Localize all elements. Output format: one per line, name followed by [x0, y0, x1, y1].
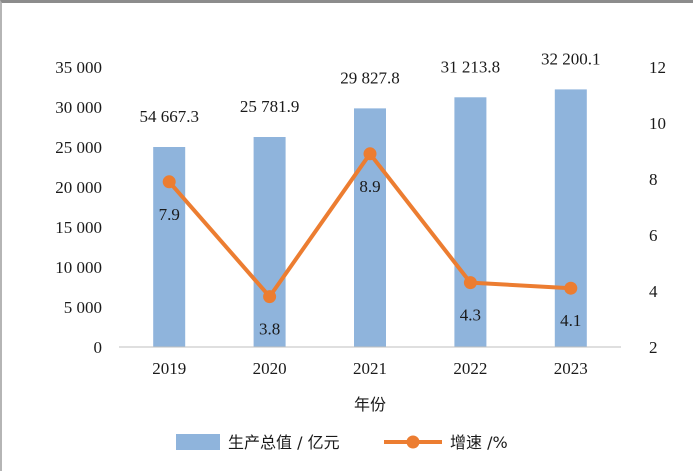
bar-2020 [253, 137, 286, 347]
growth-data-label: 3.8 [259, 320, 280, 339]
y-right-tick-label: 2 [649, 338, 658, 357]
growth-data-label: 4.3 [460, 306, 481, 325]
bar-data-label: 29 827.8 [340, 68, 400, 87]
x-tick-label: 2019 [152, 359, 186, 378]
bar-2023 [554, 89, 587, 347]
growth-point-2019 [162, 175, 176, 189]
legend-bar-label: 生产总值 / 亿元 [228, 433, 340, 452]
growth-data-label: 4.1 [560, 311, 581, 330]
y-left-tick-label: 10 000 [55, 258, 102, 277]
growth-point-2020 [263, 290, 277, 304]
bar-2022 [454, 97, 487, 347]
y-right-tick-label: 10 [649, 114, 666, 133]
x-tick-label: 2020 [253, 359, 287, 378]
y-left-tick-label: 0 [94, 338, 103, 357]
y-left-tick-label: 30 000 [55, 98, 102, 117]
bar-2021 [354, 108, 386, 348]
legend-line-label: 增速 /% [450, 433, 508, 452]
y-left-tick-label: 25 000 [55, 138, 102, 157]
bar-data-label: 54 667.3 [139, 107, 199, 126]
growth-point-2022 [463, 276, 477, 290]
x-tick-label: 2023 [554, 359, 588, 378]
growth-point-2021 [363, 147, 377, 161]
y-right-tick-label: 12 [649, 58, 666, 77]
y-right-tick-label: 8 [649, 170, 658, 189]
y-left-tick-label: 5 000 [64, 298, 102, 317]
legend-line-marker [406, 435, 420, 449]
legend-bar-swatch [176, 434, 220, 450]
y-left-tick-label: 20 000 [55, 178, 102, 197]
x-axis-title: 年份 [354, 395, 386, 414]
x-tick-label: 2021 [353, 359, 387, 378]
bar-data-label: 25 781.9 [240, 97, 300, 116]
y-right-tick-label: 6 [649, 226, 658, 245]
y-left-tick-label: 35 000 [55, 58, 102, 77]
y-left-tick-label: 15 000 [55, 218, 102, 237]
bar-data-label: 31 213.8 [441, 57, 501, 76]
growth-data-label: 8.9 [359, 177, 380, 196]
y-right-tick-label: 4 [649, 282, 658, 301]
growth-data-label: 7.9 [159, 205, 180, 224]
growth-point-2023 [564, 281, 578, 295]
x-tick-label: 2022 [453, 359, 487, 378]
bar-data-label: 32 200.1 [541, 49, 601, 68]
